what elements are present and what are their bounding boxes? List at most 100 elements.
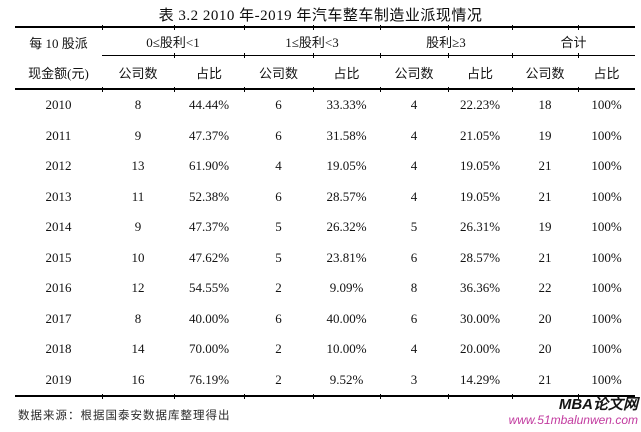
value-cell: 100% xyxy=(591,127,622,143)
rule-tick xyxy=(243,393,245,399)
value-cell: 14 xyxy=(131,341,145,357)
value-cell: 28.57% xyxy=(459,249,501,265)
value-cell: 100% xyxy=(591,310,622,326)
table-header-groups: 每 10 股派 0≤股利<1 1≤股利<3 股利≥3 合计 xyxy=(15,28,635,58)
rule-tick xyxy=(577,86,579,92)
year-cell: 2011 xyxy=(45,127,72,143)
value-cell: 54.55% xyxy=(188,280,230,296)
value-cell: 47.37% xyxy=(188,219,230,235)
value-cell: 23.81% xyxy=(326,249,367,265)
value-cell: 10 xyxy=(131,249,145,265)
value-cell: 14.29% xyxy=(459,371,501,387)
value-cell: 6 xyxy=(275,188,282,204)
value-cell: 100% xyxy=(591,219,622,235)
value-cell: 100% xyxy=(591,371,622,387)
year-cell: 2012 xyxy=(45,158,72,174)
value-cell: 20 xyxy=(538,310,552,326)
value-cell: 19.05% xyxy=(459,188,501,204)
rule-tick xyxy=(312,53,314,58)
value-cell: 47.37% xyxy=(188,127,230,143)
value-cell: 26.31% xyxy=(459,219,501,235)
rule-tick xyxy=(447,53,449,58)
watermark-site-url: www.51mbalunwen.com xyxy=(508,413,638,427)
rule-tick xyxy=(101,393,103,399)
value-cell: 22 xyxy=(538,280,552,296)
value-cell: 22.23% xyxy=(459,97,501,113)
year-cell: 2014 xyxy=(45,219,72,235)
value-cell: 4 xyxy=(410,188,418,204)
value-cell: 19.05% xyxy=(459,158,501,174)
value-cell: 13 xyxy=(131,158,145,174)
rule-tick xyxy=(379,53,381,58)
value-cell: 6 xyxy=(275,127,282,143)
rule-tick xyxy=(577,53,579,58)
data-source-note: 数据来源：根据国泰安数据库整理得出 xyxy=(18,410,231,422)
value-cell: 21 xyxy=(538,249,552,265)
value-cell: 11 xyxy=(131,188,145,204)
value-cell: 20.00% xyxy=(459,341,501,357)
value-cell: 31.58% xyxy=(326,127,367,143)
value-cell: 30.00% xyxy=(459,310,501,326)
table-row: 2013 11 52.38% 6 28.57% 4 19.05% 21 100% xyxy=(15,182,635,213)
group-header-2: 股利≥3 xyxy=(380,28,512,56)
rule-tick xyxy=(447,86,449,92)
year-cell: 2016 xyxy=(45,280,72,296)
value-cell: 40.00% xyxy=(326,310,367,326)
value-cell: 19 xyxy=(538,127,552,143)
table-row: 2016 12 54.55% 2 9.09% 8 36.36% 22 100% xyxy=(15,273,635,304)
row-header-line1: 每 10 股派 xyxy=(29,36,88,51)
value-cell: 2 xyxy=(275,280,282,296)
rule-tick xyxy=(511,86,513,92)
watermark-site-name: MBA论文网 xyxy=(558,396,638,413)
value-cell: 6 xyxy=(410,249,418,265)
value-cell: 21.05% xyxy=(459,127,501,143)
value-cell: 20 xyxy=(538,341,552,357)
value-cell: 26.32% xyxy=(326,219,367,235)
rule-tick xyxy=(577,24,579,30)
value-cell: 6 xyxy=(275,310,282,326)
value-cell: 19 xyxy=(538,219,552,235)
table-rule-bottom xyxy=(15,393,635,399)
year-cell: 2019 xyxy=(45,371,72,387)
value-cell: 21 xyxy=(538,188,552,204)
table-row: 2012 13 61.90% 4 19.05% 4 19.05% 21 100% xyxy=(15,151,635,182)
rule-tick xyxy=(173,24,175,30)
value-cell: 61.90% xyxy=(188,158,230,174)
col-header-companies: 公司数 xyxy=(118,65,158,81)
table-row: 2010 8 44.44% 6 33.33% 4 22.23% 18 100% xyxy=(15,90,635,121)
value-cell: 4 xyxy=(410,127,418,143)
value-cell: 8 xyxy=(410,280,418,296)
col-header-share: 占比 xyxy=(195,65,222,81)
value-cell: 70.00% xyxy=(188,341,230,357)
value-cell: 6 xyxy=(410,310,418,326)
value-cell: 100% xyxy=(591,97,622,113)
value-cell: 52.38% xyxy=(188,188,230,204)
value-cell: 100% xyxy=(591,341,622,357)
value-cell: 21 xyxy=(538,158,552,174)
value-cell: 100% xyxy=(591,188,622,204)
year-cell: 2018 xyxy=(45,341,72,357)
site-watermark: MBA论文网 www.51mbalunwen.com xyxy=(509,397,638,426)
year-cell: 2017 xyxy=(45,310,72,326)
table-row: 2014 9 47.37% 5 26.32% 5 26.31% 19 100% xyxy=(15,212,635,243)
rule-tick xyxy=(379,86,381,92)
value-cell: 16 xyxy=(131,371,145,387)
value-cell: 44.44% xyxy=(188,97,230,113)
rule-tick xyxy=(173,393,175,399)
value-cell: 21 xyxy=(538,371,552,387)
value-cell: 3 xyxy=(410,371,418,387)
value-cell: 100% xyxy=(591,249,622,265)
value-cell: 9 xyxy=(134,219,142,235)
value-cell: 5 xyxy=(410,219,418,235)
dividend-table: 每 10 股派 0≤股利<1 1≤股利<3 股利≥3 合计 现金额(元) 公司数… xyxy=(15,24,635,399)
value-cell: 36.36% xyxy=(459,280,501,296)
rule-tick xyxy=(379,393,381,399)
col-header-share: 占比 xyxy=(593,65,620,81)
value-cell: 18 xyxy=(538,97,552,113)
rule-tick xyxy=(312,86,314,92)
value-cell: 76.19% xyxy=(188,371,230,387)
value-cell: 19.05% xyxy=(326,158,367,174)
table-row: 2018 14 70.00% 2 10.00% 4 20.00% 20 100% xyxy=(15,334,635,365)
value-cell: 8 xyxy=(134,97,142,113)
